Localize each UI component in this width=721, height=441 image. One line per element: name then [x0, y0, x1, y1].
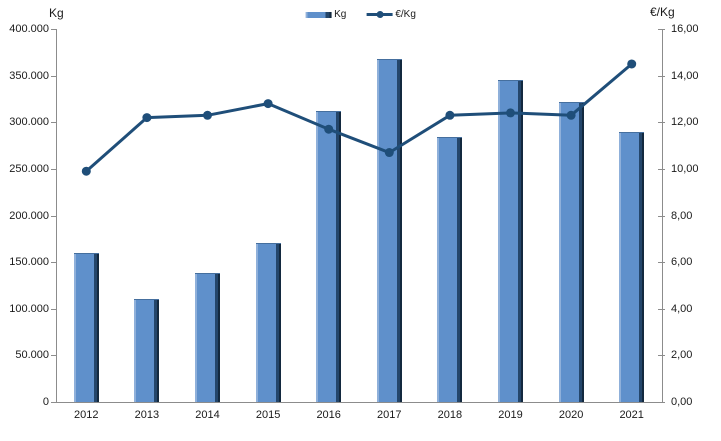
legend: Kg €/Kg — [305, 9, 416, 20]
right-tick-label: 4,00 — [671, 302, 693, 315]
left-tick-label: 0 — [42, 396, 49, 408]
bar-2013 — [134, 299, 160, 402]
right-tick-mark — [658, 308, 665, 310]
line-series-swatch-icon — [366, 11, 393, 18]
x-axis-line — [56, 402, 663, 403]
x-label-2018: 2018 — [437, 409, 463, 421]
left-tick-mark — [51, 308, 57, 310]
bar-2017 — [376, 58, 402, 402]
line-series — [81, 59, 637, 176]
bar-2015 — [255, 243, 281, 402]
x-label-2017: 2017 — [377, 409, 402, 421]
legend-item-kg: Kg — [305, 9, 346, 20]
right-tick-label: 6,00 — [671, 256, 693, 269]
right-tick-mark — [658, 262, 665, 264]
left-tick-label: 100.000 — [9, 302, 49, 315]
x-label-2012: 2012 — [74, 409, 99, 421]
right-tick-label: 10,00 — [671, 162, 699, 175]
left-tick-label: 150.000 — [9, 256, 49, 269]
right-tick-mark — [658, 168, 665, 170]
line-point-2019 — [506, 108, 515, 118]
left-tick-mark — [51, 29, 57, 30]
legend-label-kg: Kg — [334, 9, 347, 20]
left-tick-label: 50.000 — [15, 349, 49, 362]
x-label-2016: 2016 — [316, 409, 341, 421]
line-point-2021 — [627, 59, 637, 69]
bar-2020 — [558, 101, 584, 402]
left-axis-title: Kg — [49, 6, 64, 20]
right-tick-label: 2,00 — [671, 349, 693, 362]
line-point-2018 — [445, 110, 455, 120]
right-axis-title: €/Kg — [650, 5, 675, 19]
right-tick-label: 12,00 — [671, 116, 699, 129]
line-point-2016 — [324, 124, 334, 134]
x-label-2013: 2013 — [134, 409, 160, 421]
line-point-2012 — [81, 166, 91, 176]
left-tick-mark — [51, 122, 57, 124]
left-tick-label: 300.000 — [9, 116, 49, 129]
legend-item-eur-per-kg: €/Kg — [366, 9, 416, 20]
left-tick-mark — [51, 215, 57, 217]
left-tick-mark — [51, 402, 57, 403]
left-tick-label: 350.000 — [9, 69, 49, 82]
legend-label-eur-per-kg: €/Kg — [395, 9, 416, 20]
left-tick-mark — [51, 355, 57, 357]
line-point-2013 — [142, 113, 152, 123]
left-tick-mark — [51, 262, 57, 264]
bar-2021 — [619, 131, 645, 402]
line-point-2020 — [566, 110, 576, 120]
bar-2012 — [73, 252, 99, 402]
right-tick-mark — [658, 29, 665, 30]
right-tick-mark — [658, 355, 665, 357]
bar-2019 — [498, 80, 523, 402]
bar-2014 — [195, 273, 220, 402]
x-label-2015: 2015 — [255, 409, 281, 421]
bar-2016 — [316, 111, 342, 402]
right-tick-label: 16,00 — [671, 23, 699, 35]
bar-2018 — [437, 137, 463, 402]
left-tick-label: 250.000 — [9, 162, 49, 175]
line-point-2017 — [384, 148, 394, 158]
right-tick-label: 8,00 — [671, 209, 693, 222]
left-tick-label: 400.000 — [9, 23, 49, 35]
left-tick-label: 200.000 — [9, 209, 49, 222]
line-marker-icon — [376, 11, 384, 18]
line-point-2015 — [263, 99, 273, 109]
line-point-2014 — [203, 110, 212, 120]
x-label-2020: 2020 — [558, 409, 584, 421]
bar-series-swatch-icon — [305, 11, 332, 18]
x-label-2021: 2021 — [619, 409, 644, 421]
right-tick-mark — [658, 75, 665, 77]
left-tick-mark — [51, 168, 57, 170]
right-tick-label: 0,00 — [671, 396, 693, 408]
right-tick-label: 14,00 — [671, 69, 699, 82]
right-tick-mark — [658, 122, 665, 124]
price-line — [85, 62, 633, 173]
right-tick-mark — [658, 402, 665, 403]
x-label-2014: 2014 — [195, 409, 220, 421]
right-tick-mark — [658, 215, 665, 217]
left-tick-mark — [51, 75, 57, 77]
x-label-2019: 2019 — [498, 409, 523, 421]
